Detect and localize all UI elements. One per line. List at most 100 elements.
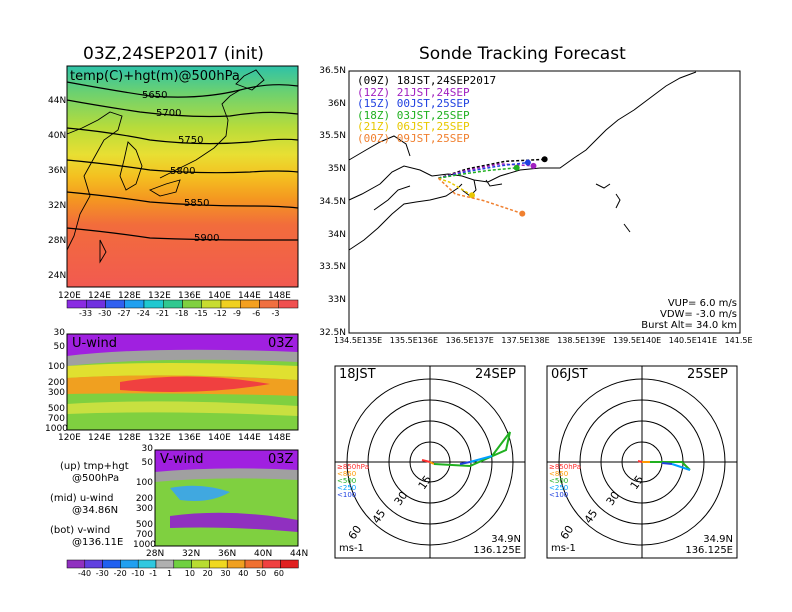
u-wind-pressure-tick: 50 (53, 342, 65, 352)
v-wind-pressure-tick: 500 (135, 520, 153, 530)
hodograph-level-label: ≥850hPa (549, 463, 581, 471)
hodograph-level-label: <850 (549, 470, 569, 478)
track-endpoint (519, 210, 526, 217)
track-lon-tick: 138E (529, 336, 550, 345)
contour-label: 5650 (142, 90, 168, 101)
temp-colorbar-label: -15 (194, 309, 208, 318)
upper-lat-tick: 44N (48, 96, 67, 106)
u-wind-lon-tick: 128E (118, 433, 141, 443)
u-wind-pressure-tick: 1000 (45, 424, 68, 434)
u-wind-pressure-tick: 30 (53, 328, 65, 338)
wind-colorbar-label: -30 (95, 569, 109, 578)
note-line: (mid) u-wind (50, 493, 114, 504)
hodograph-trace (650, 461, 691, 471)
upper-lon-tick: 140E (208, 291, 231, 301)
temp-colorbar-label: -27 (117, 309, 131, 318)
hodograph-lat: 34.9N (703, 534, 733, 545)
u-wind-pressure-tick: 200 (47, 378, 65, 388)
u-wind-lon-tick: 140E (208, 433, 231, 443)
u-wind-lon-tick: 132E (148, 433, 171, 443)
track-lat-tick: 32.5N (319, 327, 346, 338)
wind-colorbar-label: 10 (184, 569, 195, 578)
temp-colorbar-label: -33 (79, 309, 93, 318)
v-wind-lat-tick: 36N (218, 549, 237, 559)
u-wind-lon-tick: 136E (178, 433, 201, 443)
u-wind-time: 03Z (268, 336, 294, 351)
v-wind-time: 03Z (268, 452, 294, 467)
track-endpoint (541, 156, 548, 163)
hodograph-level-label: ≥850hPa (337, 463, 369, 471)
track-endpoint (524, 159, 531, 166)
wind-colorbar-label: 60 (273, 569, 284, 578)
track-line (438, 177, 473, 196)
v-wind-pressure-tick: 1000 (133, 540, 156, 550)
main-title: 03Z,24SEP2017 (init) (83, 44, 264, 64)
track-lon-tick: 135.5E (389, 336, 418, 345)
hodograph-trace (433, 431, 511, 468)
track-legend-item: (00Z) 09JST,25SEP (357, 131, 470, 145)
track-lon-tick: 139.5E (613, 336, 641, 345)
hodograph-trace (661, 462, 673, 465)
hodograph-level-label: <250 (549, 484, 569, 492)
upper-lat-tick: 28N (48, 236, 67, 246)
u-wind-lon-tick: 144E (238, 433, 261, 443)
temp-colorbar-label: -3 (271, 309, 280, 318)
hodograph-date: 25SEP (687, 367, 728, 382)
track-lon-tick: 137.5E (501, 336, 530, 345)
hodograph-lon: 136.125E (473, 545, 521, 556)
hodograph-lat: 34.9N (491, 534, 521, 545)
temp-colorbar-label: -18 (175, 309, 189, 318)
track-endpoint (513, 164, 520, 171)
tracking-title: Sonde Tracking Forecast (419, 44, 626, 64)
u-wind-label: U-wind (72, 336, 117, 351)
wind-colorbar-label: -20 (113, 569, 127, 578)
upper-lat-tick: 24N (48, 271, 67, 281)
track-legend-item: (12Z) 21JST,24SEP (357, 85, 470, 99)
upper-lon-tick: 148E (268, 291, 291, 301)
upper-lon-tick: 144E (238, 291, 261, 301)
v-wind-lat-tick: 44N (290, 549, 309, 559)
v-wind-lat-tick: 28N (146, 549, 165, 559)
track-lon-tick: 134.5E (334, 336, 362, 345)
height-contours (66, 81, 299, 241)
hodograph-time: 18JST (339, 367, 376, 382)
hodograph-level-label: <100 (549, 491, 569, 499)
hodograph-level-label: <500 (337, 477, 357, 485)
note-line: @34.86N (72, 505, 119, 516)
track-legend-item: (21Z) 06JST,25SEP (357, 120, 470, 133)
wind-colorbar-label: -10 (131, 569, 145, 578)
track-lon-tick: 136E (417, 336, 439, 345)
track-lon-tick: 135E (361, 336, 383, 345)
v-wind-pressure-tick: 100 (135, 478, 153, 488)
hodograph-unit: ms-1 (551, 543, 576, 554)
u-wind-lon-tick: 120E (58, 433, 81, 443)
hodograph-lon: 136.125E (685, 545, 733, 556)
track-legend-item: (18Z) 03JST,25SEP (357, 108, 470, 122)
v-wind-pressure-tick: 300 (135, 504, 153, 514)
track-lat-tick: 35N (327, 164, 346, 175)
hodograph-date: 24SEP (475, 367, 516, 382)
v-wind-lat-tick: 40N (254, 549, 273, 559)
hodograph-unit: ms-1 (339, 543, 364, 554)
upper-lat-tick: 32N (48, 201, 67, 211)
hodograph-level-label: <250 (337, 484, 357, 492)
hodograph-trace (421, 459, 431, 463)
hodograph-trace (459, 461, 471, 465)
wind-colorbar-label: 20 (202, 569, 213, 578)
temp-colorbar-label: -12 (213, 309, 227, 318)
contour-label: 5800 (170, 166, 196, 177)
track-lon-tick: 141E (696, 336, 718, 345)
track-param: VDW= -3.0 m/s (660, 309, 737, 320)
hodograph-time: 06JST (551, 367, 588, 382)
upper-lat-tick: 40N (48, 131, 67, 141)
hodograph-level-label: <100 (337, 491, 357, 499)
hodograph-trace (637, 460, 643, 463)
note-line: @500hPa (72, 473, 120, 484)
hodograph-trace (469, 455, 493, 463)
